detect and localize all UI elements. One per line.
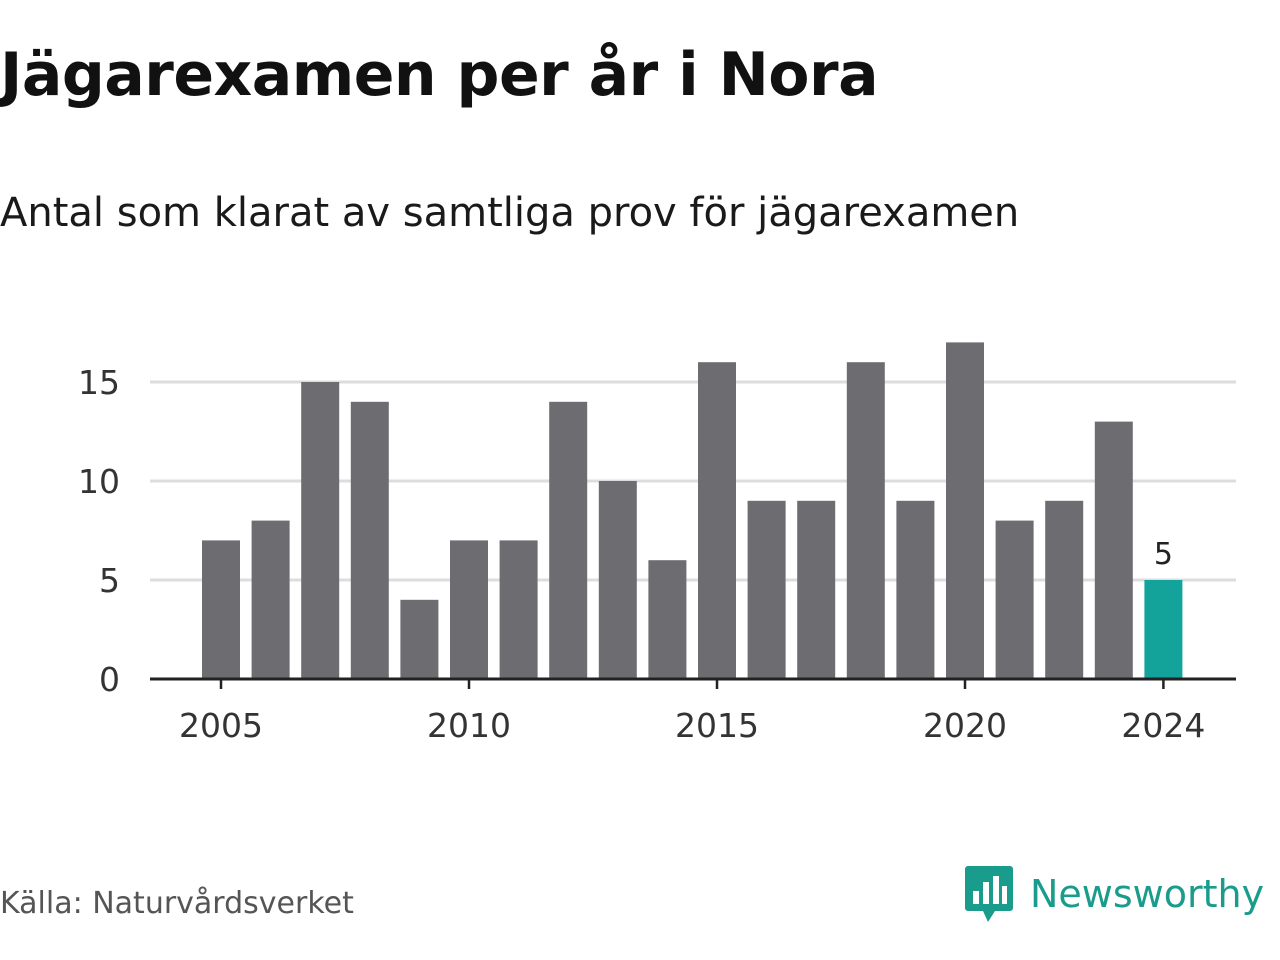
- bar-2016: [747, 500, 786, 679]
- bar-2018: [846, 362, 885, 679]
- bar-2022: [1045, 500, 1084, 679]
- bar-2006: [251, 520, 290, 679]
- bar-2015: [698, 362, 736, 679]
- y-tick-label-15: 15: [78, 363, 120, 402]
- bar-2017: [797, 500, 836, 679]
- bar-2010: [450, 540, 488, 679]
- y-tick-label-0: 0: [99, 660, 120, 699]
- bar-2008: [350, 401, 389, 679]
- bar-2023: [1094, 421, 1133, 679]
- source-note: Källa: Naturvårdsverket: [0, 886, 354, 921]
- bar-2009: [400, 599, 439, 679]
- brand-name: Newsworthy: [1030, 872, 1265, 916]
- x-tick-label-2020: 2020: [923, 706, 1007, 745]
- bar-2012: [549, 401, 588, 679]
- bar-2024: [1144, 580, 1183, 679]
- bar-2005: [202, 540, 240, 679]
- chart-title: Jägarexamen per år i Nora: [0, 40, 879, 110]
- x-tick-label-2024: 2024: [1121, 706, 1205, 745]
- bar-2019: [896, 500, 935, 679]
- data-label-2024: 5: [1154, 537, 1173, 572]
- bar-chart: 0 5 10 15 5 2005 2010 2015 2020 2024: [78, 342, 1236, 745]
- chart-subtitle: Antal som klarat av samtliga prov för jä…: [0, 190, 1020, 236]
- bar-2021: [995, 520, 1034, 679]
- y-tick-label-5: 5: [99, 561, 120, 600]
- y-tick-label-10: 10: [78, 462, 120, 501]
- bar-2007: [301, 382, 340, 679]
- x-tick-label-2010: 2010: [427, 706, 511, 745]
- newsworthy-chart-bubble-icon: [965, 866, 1013, 922]
- x-tick-label-2015: 2015: [675, 706, 759, 745]
- newsworthy-logo: Newsworthy: [964, 864, 1264, 924]
- bar-2011: [499, 540, 538, 679]
- bar-2020: [946, 342, 984, 679]
- x-tick-label-2005: 2005: [179, 706, 263, 745]
- bar-2014: [648, 560, 687, 679]
- bar-2013: [598, 481, 637, 679]
